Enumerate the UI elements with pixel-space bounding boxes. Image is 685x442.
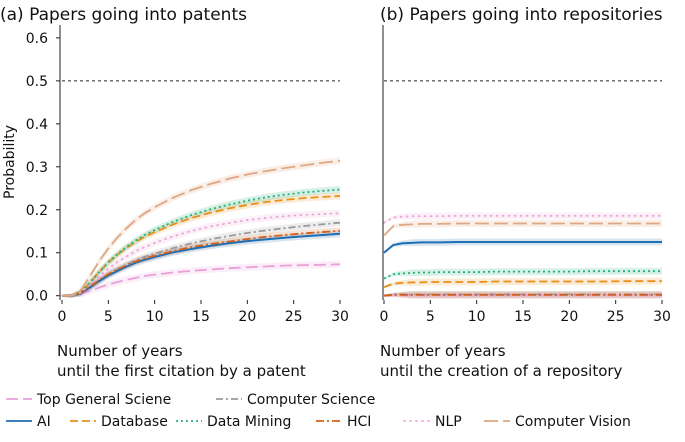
panel-b: (b) Papers going into repositories 0 5 10 1…: [380, 5, 671, 380]
x-tick-label: 0: [58, 309, 67, 325]
confidence-band: [384, 239, 662, 254]
y-tick-label: 0.4: [26, 117, 48, 133]
panel-b-x-label-line-2: until the creation of a repository: [380, 362, 623, 380]
y-tick-label: 0.6: [26, 31, 48, 47]
x-tick-label: 5: [426, 309, 435, 325]
legend-label: NLP: [435, 414, 462, 430]
panel-b-confidence-bands: [384, 212, 662, 298]
legend: Top General Sciene Computer Science AI Data…: [6, 392, 631, 430]
y-tick-label: 0.5: [26, 74, 48, 90]
x-tick-label: 25: [607, 309, 625, 325]
panel-a-x-label-line-1: Number of years: [57, 342, 183, 360]
panel-b-x-ticks: 0 5 10 15 20 25 30: [380, 300, 671, 325]
y-tick-label: 0.2: [26, 203, 48, 219]
panel-b-x-label-line-1: Number of years: [380, 342, 506, 360]
legend-label: Top General Sciene: [36, 392, 171, 408]
x-tick-label: 0: [380, 309, 389, 325]
legend-label: HCI: [347, 414, 371, 430]
panel-a-x-label-line-2: until the first citation by a patent: [57, 362, 306, 380]
y-tick-label: 0.1: [26, 246, 48, 262]
panel-a-x-ticks: 0 5 10 15 20 25 30: [58, 300, 349, 325]
y-tick-label: 0.0: [26, 289, 48, 305]
x-tick-label: 20: [238, 309, 256, 325]
x-tick-label: 15: [192, 309, 210, 325]
x-tick-label: 10: [468, 309, 486, 325]
panel-a-y-label: Probability: [2, 125, 18, 199]
x-tick-label: 20: [560, 309, 578, 325]
x-tick-label: 25: [285, 309, 303, 325]
x-tick-label: 10: [146, 309, 164, 325]
x-tick-label: 30: [653, 309, 671, 325]
panel-b-title: (b) Papers going into repositories: [380, 5, 663, 25]
legend-label: Computer Science: [247, 392, 375, 408]
x-tick-label: 5: [104, 309, 113, 325]
y-tick-label: 0.3: [26, 160, 48, 176]
legend-label: Data Mining: [207, 414, 291, 430]
legend-label: Computer Vision: [515, 414, 631, 430]
panel-a: (a) Papers going into patents 0.00.10.20…: [0, 5, 349, 380]
confidence-band: [384, 220, 662, 237]
panel-a-y-ticks: 0.0 0.1 0.2 0.3 0.4 0.5 0.6: [26, 31, 60, 305]
x-tick-label: 30: [331, 309, 349, 325]
x-tick-label: 15: [514, 309, 532, 325]
legend-label: Database: [101, 414, 168, 430]
panel-a-title: (a) Papers going into patents: [0, 5, 247, 25]
legend-label: AI: [37, 414, 51, 430]
